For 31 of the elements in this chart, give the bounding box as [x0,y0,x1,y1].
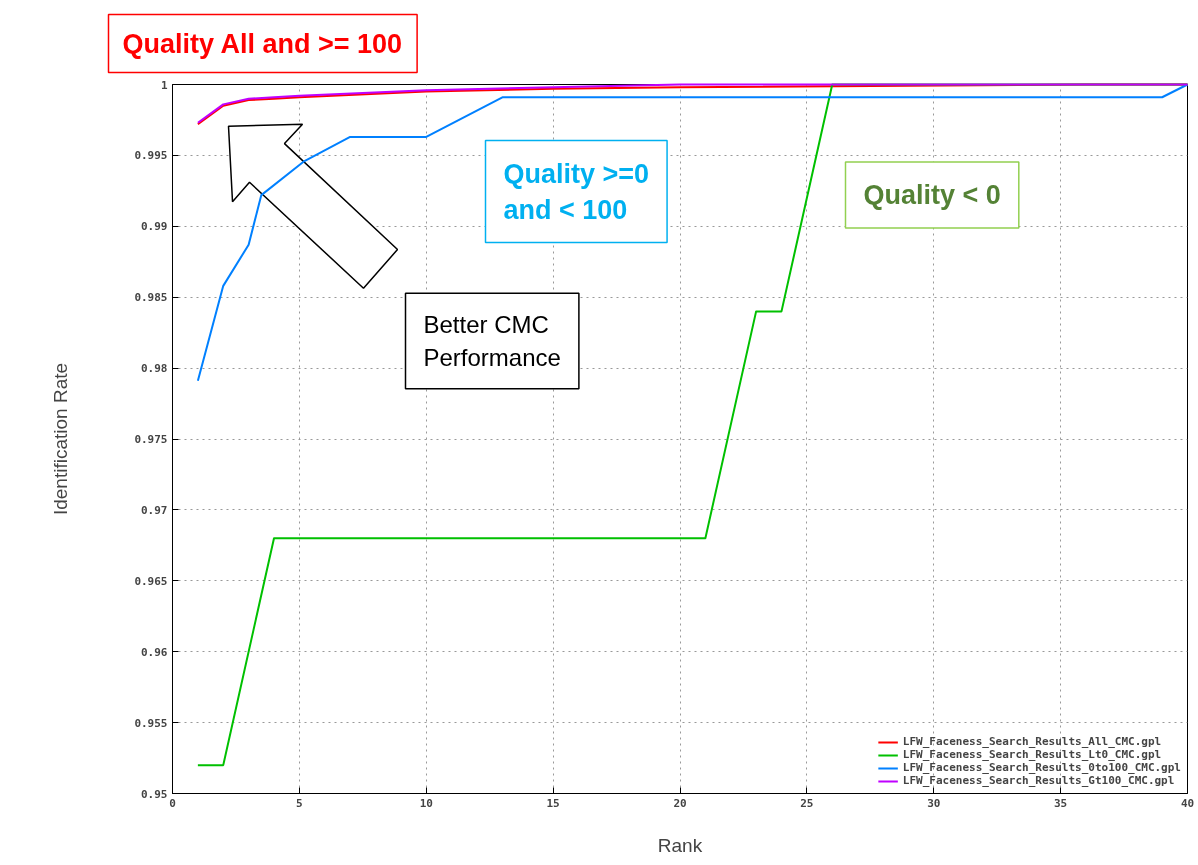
annotation: Better CMC Performance [423,311,561,371]
y-axis-title: Identification Rate [50,362,72,516]
y-tick-label: 0.95 [141,787,168,801]
x-tick-label: 25 [800,796,814,810]
annotation: Quality >=0 and < 100 [503,158,650,225]
y-tick-label: 0.97 [141,503,168,517]
line-series [196,83,1189,382]
x-tick-label: 20 [673,796,687,810]
legend-label: LFW_Faceness_Search_Results_0to100_CMC.gpl [902,761,1181,774]
y-tick-label: 0.955 [134,716,168,730]
y-tick-label: 1 [160,78,168,92]
x-tick-label: 10 [419,796,433,810]
x-axis-title: Rank [657,834,703,856]
x-tick-label: 0 [169,796,176,810]
x-tick-label: 15 [546,796,560,810]
y-tick-label: 0.96 [141,645,168,659]
x-tick-label: 30 [927,796,941,810]
y-tick-label: 0.985 [134,291,168,305]
x-tick-label: 40 [1180,796,1195,810]
y-tick-label: 0.98 [141,362,168,376]
legend-label: LFW_Faceness_Search_Results_Gt100_CMC.gpl [902,774,1175,787]
y-tick-label: 0.995 [134,149,168,163]
y-tick-label: 0.965 [134,574,168,588]
annotation: Quality < 0 [863,179,1001,210]
x-tick-label: 5 [296,796,303,810]
text: Quality All and >= 100 [122,28,403,59]
legend-label: LFW_Faceness_Search_Results_All_CMC.gpl [902,735,1162,748]
y-tick-label: 0.99 [141,220,168,234]
legend-label: LFW_Faceness_Search_Results_Lt0_CMC.gpl [902,748,1162,761]
y-tick-label: 0.975 [134,433,168,446]
x-tick-label: 35 [1054,796,1068,810]
